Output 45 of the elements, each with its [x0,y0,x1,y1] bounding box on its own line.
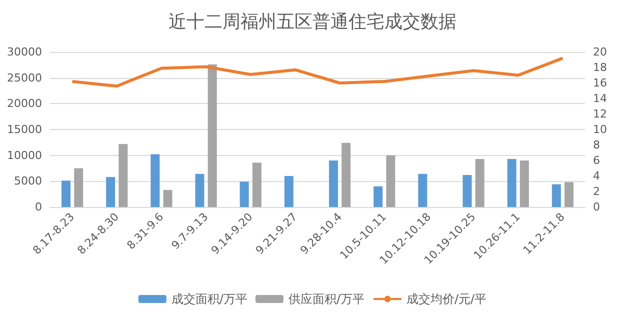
bar [564,182,574,207]
bar [118,144,128,207]
bar [195,174,204,207]
bar [374,186,383,207]
legend-label: 成交面积/万平 [171,292,248,306]
y2-tick-label: 0 [593,200,600,214]
y2-tick-label: 20 [593,46,607,58]
bar [163,190,172,207]
legend-label: 供应面积/万平 [288,292,365,306]
bar [462,174,472,207]
y2-tick-label: 18 [593,61,607,74]
y2-tick-label: 10 [593,123,607,136]
y2-tick-label: 4 [593,170,600,182]
bar [507,158,516,207]
bar [520,160,529,207]
y-tick-label: 25000 [7,71,42,84]
bar [208,64,217,207]
bar [552,184,561,207]
bar [106,177,116,207]
y2-tick-label: 16 [593,76,607,90]
bar [61,180,70,207]
y-tick-label: 15000 [7,123,42,136]
y2-tick-label: 8 [593,138,600,152]
y2-tick-label: 12 [593,108,607,120]
y-tick-label: 10000 [7,148,42,162]
y-tick-label: 5000 [14,174,42,188]
y2-tick-label: 2 [593,185,600,198]
y-tick-label: 0 [35,200,42,214]
bar [74,168,84,207]
bar [328,160,338,207]
bar [150,154,160,207]
bar [284,176,294,207]
y2-tick-label: 14 [593,92,607,105]
bar [418,174,428,207]
bar [342,142,351,207]
bar [386,155,396,207]
chart-title: 近十二周福州五区普通住宅成交数据 [168,12,456,32]
y-tick-label: 30000 [7,46,42,58]
legend-label: 成交均价/元/平 [406,292,487,306]
bar [240,182,249,207]
bar [475,158,484,207]
y2-tick-label: 6 [593,154,600,167]
line-series [70,56,564,88]
y-tick-label: 20000 [7,97,42,110]
bar [252,162,262,207]
